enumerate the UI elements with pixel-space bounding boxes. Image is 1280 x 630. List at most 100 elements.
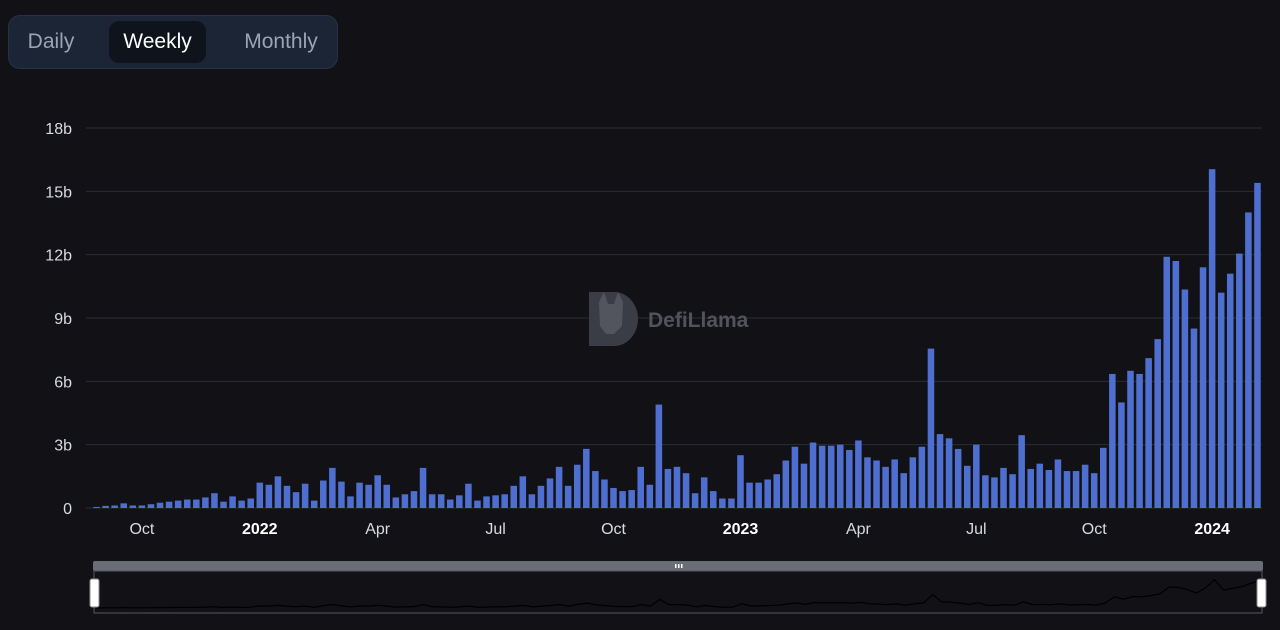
bar[interactable]	[773, 474, 781, 508]
bar[interactable]	[909, 457, 917, 508]
bar[interactable]	[700, 477, 708, 508]
bar[interactable]	[710, 491, 717, 508]
bar[interactable]	[392, 497, 400, 508]
bar[interactable]	[1018, 435, 1025, 508]
bar[interactable]	[873, 460, 880, 509]
bar[interactable]	[927, 348, 935, 508]
bar[interactable]	[646, 484, 654, 508]
bar[interactable]	[465, 483, 472, 508]
bar[interactable]	[583, 448, 590, 508]
bar[interactable]	[1254, 182, 1261, 508]
bar[interactable]	[202, 497, 209, 508]
bar[interactable]	[1118, 402, 1125, 508]
bar[interactable]	[619, 491, 626, 508]
bar[interactable]	[338, 481, 345, 508]
bar[interactable]	[1090, 473, 1098, 508]
bar[interactable]	[655, 404, 663, 508]
bar[interactable]	[1072, 471, 1080, 508]
bar[interactable]	[1054, 459, 1062, 508]
bar[interactable]	[537, 485, 545, 508]
bar[interactable]	[991, 477, 998, 508]
bar[interactable]	[211, 493, 218, 508]
bar[interactable]	[528, 494, 536, 508]
bar[interactable]	[519, 476, 527, 508]
bar[interactable]	[918, 446, 926, 508]
bar[interactable]	[1000, 467, 1007, 508]
bar[interactable]	[1081, 464, 1089, 508]
bar[interactable]	[1208, 169, 1216, 508]
bar[interactable]	[310, 500, 318, 508]
bar[interactable]	[93, 506, 100, 508]
bar[interactable]	[283, 485, 291, 508]
bar[interactable]	[592, 471, 599, 508]
bar[interactable]	[982, 475, 989, 508]
bar[interactable]	[347, 496, 354, 508]
bar[interactable]	[973, 444, 980, 508]
bar[interactable]	[229, 496, 236, 508]
weekly-toggle-button[interactable]: Weekly	[109, 21, 206, 63]
bar[interactable]	[320, 480, 327, 508]
bar[interactable]	[1236, 253, 1243, 508]
bar[interactable]	[147, 504, 155, 508]
bar[interactable]	[836, 444, 844, 508]
bar[interactable]	[138, 505, 146, 508]
bar[interactable]	[165, 501, 173, 508]
bar[interactable]	[936, 434, 944, 508]
bar[interactable]	[120, 503, 128, 508]
bar[interactable]	[864, 457, 871, 508]
bar[interactable]	[691, 493, 699, 508]
bar[interactable]	[637, 466, 644, 508]
bar[interactable]	[483, 496, 490, 508]
bar[interactable]	[1245, 212, 1252, 508]
bar[interactable]	[456, 495, 463, 508]
bar[interactable]	[945, 438, 953, 508]
bar[interactable]	[891, 459, 898, 508]
bar[interactable]	[365, 484, 372, 508]
slider-right-handle[interactable]	[1256, 578, 1267, 608]
bar[interactable]	[247, 498, 254, 509]
bar[interactable]	[256, 482, 264, 508]
bar[interactable]	[1154, 339, 1161, 508]
bar[interactable]	[446, 499, 454, 508]
bar[interactable]	[546, 478, 554, 508]
bar[interactable]	[900, 473, 908, 508]
bar[interactable]	[383, 484, 391, 508]
bar[interactable]	[1181, 289, 1189, 509]
bar[interactable]	[183, 499, 191, 508]
bar[interactable]	[1063, 471, 1071, 508]
daily-toggle-button[interactable]: Daily	[27, 30, 75, 53]
slider-left-handle[interactable]	[89, 578, 100, 608]
bar[interactable]	[356, 482, 363, 508]
bar[interactable]	[129, 505, 137, 508]
bar[interactable]	[728, 498, 735, 509]
bar[interactable]	[301, 483, 309, 508]
bar[interactable]	[102, 505, 109, 508]
bar[interactable]	[1027, 468, 1034, 508]
bar[interactable]	[265, 484, 273, 508]
bar[interactable]	[1009, 474, 1016, 508]
bar[interactable]	[1226, 273, 1234, 508]
bar[interactable]	[1100, 447, 1107, 508]
bar[interactable]	[791, 446, 799, 508]
bar[interactable]	[737, 455, 744, 508]
bar[interactable]	[474, 500, 481, 508]
bar[interactable]	[601, 479, 608, 509]
bar[interactable]	[954, 448, 962, 508]
bar[interactable]	[963, 465, 971, 508]
bar[interactable]	[111, 505, 118, 508]
bar[interactable]	[437, 494, 445, 508]
bar[interactable]	[882, 466, 889, 508]
bar[interactable]	[719, 498, 726, 509]
bar[interactable]	[564, 485, 572, 508]
bar[interactable]	[1109, 373, 1116, 508]
bar[interactable]	[292, 492, 300, 508]
bar[interactable]	[156, 502, 164, 508]
bar[interactable]	[1045, 470, 1053, 508]
bar[interactable]	[501, 494, 508, 508]
range-slider[interactable]	[89, 561, 1267, 614]
bar[interactable]	[1199, 267, 1207, 508]
bar[interactable]	[419, 467, 427, 508]
bar[interactable]	[800, 463, 808, 508]
bar[interactable]	[492, 495, 499, 508]
bar[interactable]	[818, 445, 826, 508]
